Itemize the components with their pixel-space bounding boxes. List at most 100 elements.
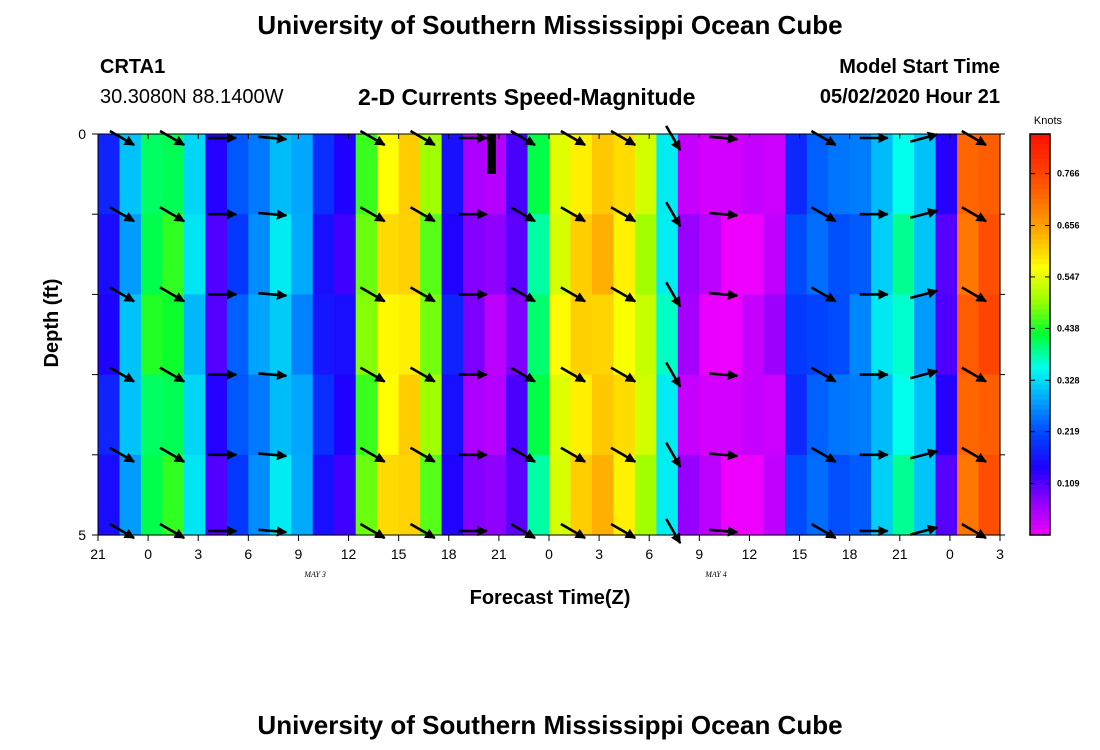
heatmap-cell xyxy=(957,134,980,215)
colorbar-step xyxy=(1030,444,1050,451)
heatmap-cell xyxy=(98,134,121,215)
heatmap-cell xyxy=(570,374,593,456)
heatmap-cell xyxy=(763,454,786,536)
heatmap-cell xyxy=(140,374,164,456)
colorbar-step xyxy=(1030,134,1050,140)
current-vector xyxy=(665,281,682,308)
top-title: University of Southern Mississippi Ocean… xyxy=(257,10,843,40)
current-vector xyxy=(560,446,587,463)
heatmap-cell xyxy=(162,294,185,376)
heatmap-cell xyxy=(549,454,572,536)
x-tick-label: 15 xyxy=(792,546,808,562)
heatmap-cell xyxy=(291,374,314,456)
current-vector xyxy=(665,518,682,545)
colorbar-step xyxy=(1030,369,1050,376)
colorbar-step xyxy=(1030,394,1050,401)
heatmap-cell xyxy=(119,454,142,536)
colorbar-step xyxy=(1030,189,1050,195)
heatmap-cell xyxy=(849,134,872,215)
heatmap-cell xyxy=(463,374,486,456)
heatmap-cell xyxy=(871,294,894,376)
colorbar-step xyxy=(1030,174,1050,180)
colorbar-step xyxy=(1030,529,1050,536)
heatmap-cell xyxy=(806,294,829,376)
heatmap-cell xyxy=(978,374,1001,456)
heatmap-cell xyxy=(312,134,335,215)
colorbar-step xyxy=(1030,254,1050,260)
heatmap-cell xyxy=(785,134,808,215)
heatmap-cell xyxy=(677,134,700,215)
colorbar-step xyxy=(1030,334,1050,341)
axes: 21 0 3 6 9 12 15 18 21 0 3 6 9 12 15 18 21 0 3 MAY 3 MAY 4 0 5 xyxy=(78,126,1005,579)
heatmap-cell xyxy=(763,294,786,376)
heatmap-cell xyxy=(183,134,206,215)
current-vector xyxy=(109,206,136,223)
current-vector xyxy=(409,366,436,383)
heatmap-cell xyxy=(441,374,464,456)
heatmap-cell xyxy=(441,214,464,295)
current-vector xyxy=(810,206,837,223)
heatmap-cell xyxy=(506,134,529,215)
heatmap-cell xyxy=(806,134,829,215)
heatmap-cell xyxy=(613,134,636,215)
heatmap-cell xyxy=(892,374,915,456)
current-vector xyxy=(709,369,739,381)
heatmap-cell xyxy=(656,214,679,295)
colorbar-step xyxy=(1030,294,1050,300)
colorbar-step xyxy=(1030,474,1050,481)
colorbar-step xyxy=(1030,249,1050,255)
current-vector xyxy=(409,446,436,463)
colorbar-step xyxy=(1030,179,1050,185)
heatmap-cell xyxy=(742,454,765,536)
current-vector xyxy=(159,286,186,303)
heatmap-cell xyxy=(248,214,271,295)
colorbar-step xyxy=(1030,184,1050,190)
colorbar-step xyxy=(1030,239,1050,245)
current-vector xyxy=(961,366,987,383)
colorbar-step xyxy=(1030,314,1050,320)
heatmap-cell xyxy=(549,214,572,295)
colorbar-step xyxy=(1030,434,1050,441)
heatmap-cell xyxy=(334,374,357,456)
heatmap-cell xyxy=(763,374,786,456)
heatmap-cell xyxy=(656,134,679,215)
colorbar-step xyxy=(1030,204,1050,210)
bottom-title: University of Southern Mississippi Ocean… xyxy=(257,710,843,740)
heatmap-cell xyxy=(484,374,507,456)
heatmap-cell xyxy=(226,134,249,215)
heatmap-cell xyxy=(183,294,206,376)
current-vector xyxy=(359,286,386,303)
heatmap-cell xyxy=(355,294,378,376)
current-vector xyxy=(359,446,386,463)
colorbar-step xyxy=(1030,269,1050,275)
colorbar-step xyxy=(1030,304,1050,310)
current-vector xyxy=(909,448,939,460)
heatmap-cell xyxy=(119,134,142,215)
heatmap-cells xyxy=(98,134,1001,536)
heatmap-cell xyxy=(441,134,464,215)
heatmap-cell xyxy=(140,294,164,376)
heatmap-cell xyxy=(506,214,529,295)
current-vector xyxy=(560,522,587,540)
current-vector xyxy=(510,446,536,463)
current-vector xyxy=(610,286,637,303)
heatmap-cell xyxy=(527,374,550,456)
current-vector xyxy=(510,206,536,223)
current-vector xyxy=(359,206,386,223)
heatmap-cell xyxy=(634,294,657,376)
heatmap-cell xyxy=(871,374,894,456)
heatmap-cell xyxy=(957,374,980,456)
heatmap-cell xyxy=(978,214,1001,295)
heatmap-cell xyxy=(742,374,765,456)
heatmap-cell xyxy=(183,454,206,536)
heatmap-cell xyxy=(312,294,335,376)
colorbar-tick-label: 0.656 xyxy=(1057,221,1080,231)
heatmap-cell xyxy=(355,454,378,536)
current-vector xyxy=(510,522,536,540)
colorbar-step xyxy=(1030,409,1050,416)
colorbar-step xyxy=(1030,219,1050,225)
colorbar-step xyxy=(1030,389,1050,396)
current-vector xyxy=(159,446,186,463)
colorbar-step xyxy=(1030,139,1050,145)
current-vector xyxy=(810,522,837,540)
